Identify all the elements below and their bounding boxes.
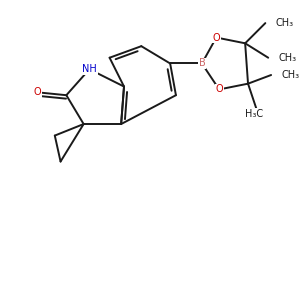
Text: CH₃: CH₃	[278, 53, 296, 63]
Text: O: O	[34, 87, 41, 97]
Text: O: O	[215, 84, 223, 94]
Text: B: B	[199, 58, 205, 68]
Text: NH: NH	[82, 64, 97, 74]
Text: O: O	[212, 32, 220, 43]
Text: CH₃: CH₃	[275, 18, 293, 28]
Text: CH₃: CH₃	[281, 70, 299, 80]
Text: H₃C: H₃C	[245, 109, 263, 119]
